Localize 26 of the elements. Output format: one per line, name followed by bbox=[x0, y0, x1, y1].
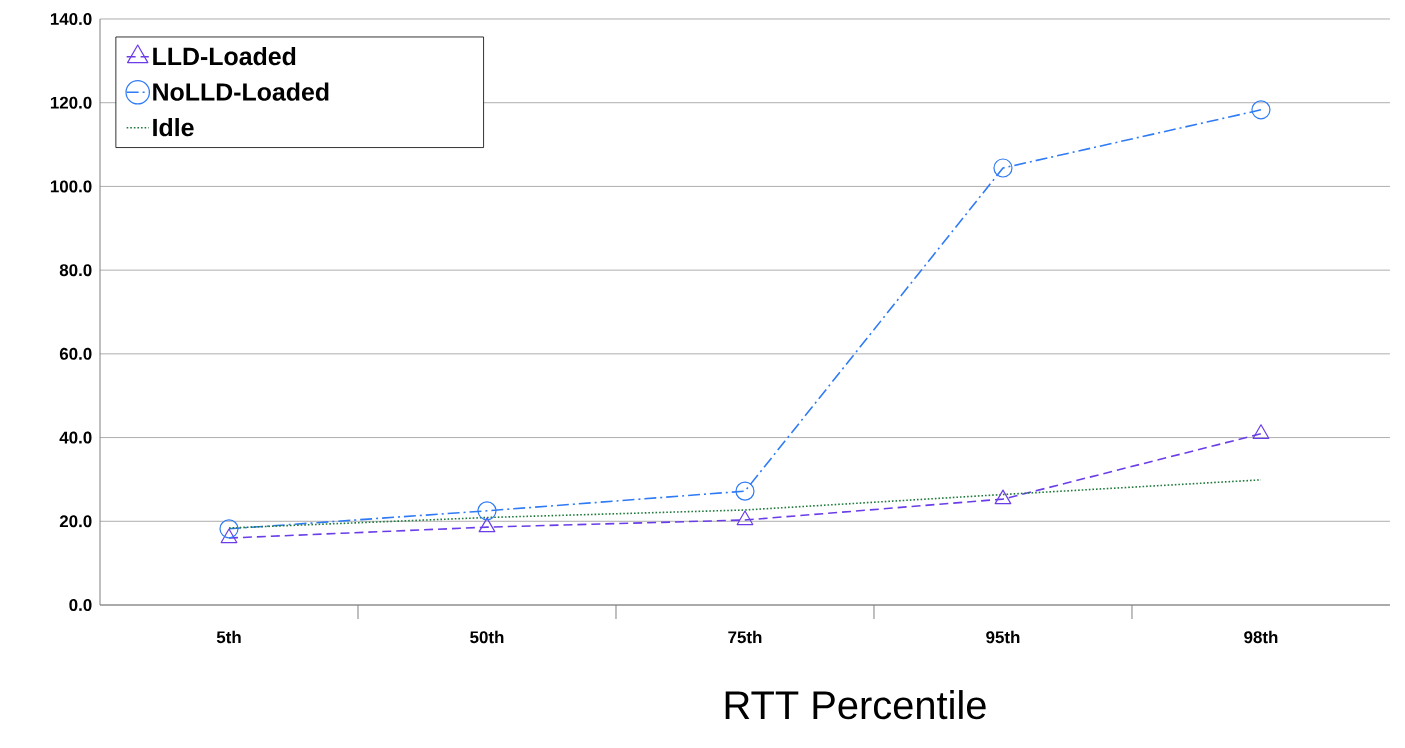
point bbox=[994, 489, 1012, 505]
point bbox=[220, 528, 238, 544]
point bbox=[478, 517, 496, 533]
legend-label: LLD-Loaded bbox=[153, 46, 296, 66]
point bbox=[736, 510, 754, 526]
y-tick-label: 20.0 bbox=[59, 515, 92, 528]
point bbox=[1251, 100, 1271, 120]
point bbox=[993, 158, 1013, 178]
y-tick-label: 40.0 bbox=[59, 431, 92, 444]
line-series bbox=[228, 479, 1262, 529]
legend-label: Idle bbox=[153, 118, 194, 137]
x-tick-label: 98th bbox=[1244, 630, 1278, 644]
point bbox=[1252, 424, 1270, 439]
y-tick-label: 80.0 bbox=[59, 264, 92, 277]
x-axis-title: RTT Percentile bbox=[725, 690, 986, 720]
point bbox=[735, 481, 755, 501]
x-tick-label: 50th bbox=[470, 630, 504, 644]
y-tick-label: 60.0 bbox=[59, 347, 92, 360]
legend-label: NoLLD-Loaded bbox=[153, 82, 329, 101]
y-tick-label: 0.0 bbox=[69, 599, 92, 611]
y-tick-label: 120.0 bbox=[50, 96, 92, 109]
y-tick-label: 140.0 bbox=[50, 13, 92, 25]
y-tick-label: 100.0 bbox=[50, 180, 92, 193]
x-tick-label: 5th bbox=[216, 630, 241, 644]
x-tick-label: 75th bbox=[728, 630, 762, 644]
x-tick-label: 95th bbox=[986, 630, 1020, 644]
